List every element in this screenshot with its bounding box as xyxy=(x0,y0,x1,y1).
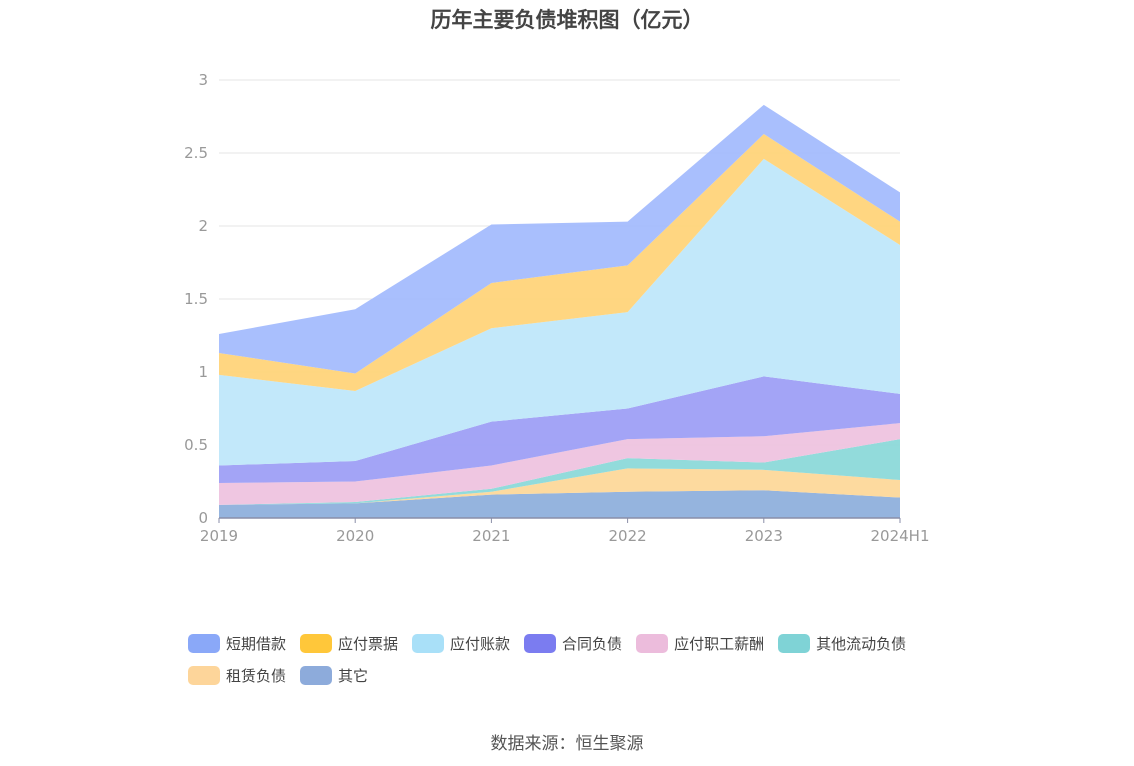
x-tick-label: 2022 xyxy=(609,527,647,545)
area-租赁负债 xyxy=(219,468,900,505)
legend-swatch xyxy=(412,633,445,653)
legend-label: 短期借款 xyxy=(226,634,287,653)
stacked-area-chart: 0 0.5 1 1.5 2 2.5 3 2019 2020 2021 2022 2023 2024H1 xyxy=(184,71,930,545)
x-tick-label: 2021 xyxy=(472,527,510,545)
x-tick-label: 2023 xyxy=(745,527,783,545)
y-tick-label: 1.5 xyxy=(184,290,208,308)
legend-label: 应付账款 xyxy=(450,634,511,653)
x-axis xyxy=(218,517,901,523)
legend-label: 应付职工薪酬 xyxy=(674,634,765,653)
y-tick-label: 0 xyxy=(198,509,208,527)
legend-item[interactable]: 应付票据 xyxy=(300,633,398,654)
area-应付账款 xyxy=(219,158,900,466)
area-应付职工薪酬 xyxy=(219,423,900,505)
x-tick-label: 2019 xyxy=(200,527,238,545)
x-tick-label: 2024H1 xyxy=(871,527,930,545)
legend: 短期借款 应付票据 应付账款 合同负债 应付职工薪酬 其他流动负债 租赁负债 其它 xyxy=(188,632,988,696)
area-series xyxy=(219,104,900,518)
legend-swatch xyxy=(300,665,333,685)
x-tick-label: 2020 xyxy=(336,527,374,545)
y-tick-label: 1 xyxy=(198,363,208,381)
legend-swatch xyxy=(778,633,811,653)
legend-label: 其他流动负债 xyxy=(816,634,907,653)
area-其它 xyxy=(219,490,900,518)
legend-label: 合同负债 xyxy=(562,634,623,653)
legend-label: 应付票据 xyxy=(338,634,399,653)
legend-swatch xyxy=(300,633,333,653)
legend-swatch xyxy=(524,633,557,653)
legend-item[interactable]: 其它 xyxy=(300,665,368,686)
legend-item[interactable]: 其他流动负债 xyxy=(778,633,906,654)
legend-label: 租赁负债 xyxy=(226,666,287,685)
legend-swatch xyxy=(188,665,220,685)
y-tick-label: 2.5 xyxy=(184,144,208,162)
area-短期借款 xyxy=(219,104,900,374)
y-tick-label: 0.5 xyxy=(184,436,208,454)
y-tick-label: 2 xyxy=(198,217,208,235)
legend-item[interactable]: 合同负债 xyxy=(524,633,622,654)
x-axis-ticks: 2019 2020 2021 2022 2023 2024H1 xyxy=(200,527,930,545)
legend-swatch xyxy=(188,633,220,653)
legend-item[interactable]: 租赁负债 xyxy=(188,665,286,686)
area-应付票据 xyxy=(219,134,900,391)
y-tick-label: 3 xyxy=(198,71,208,89)
chart-title: 历年主要负债堆积图（亿元） xyxy=(430,8,704,32)
legend-item[interactable]: 短期借款 xyxy=(188,633,286,654)
legend-swatch xyxy=(636,633,669,653)
source-note: 数据来源：恒生聚源 xyxy=(490,734,644,754)
area-合同负债 xyxy=(219,376,900,483)
legend-item[interactable]: 应付职工薪酬 xyxy=(636,633,764,654)
legend-row: 短期借款 应付票据 应付账款 合同负债 应付职工薪酬 其他流动负债 xyxy=(188,632,988,654)
legend-item[interactable]: 应付账款 xyxy=(412,633,510,654)
legend-label: 其它 xyxy=(338,666,369,685)
legend-row: 租赁负债 其它 xyxy=(188,664,988,686)
y-axis-ticks: 0 0.5 1 1.5 2 2.5 3 xyxy=(184,71,208,527)
